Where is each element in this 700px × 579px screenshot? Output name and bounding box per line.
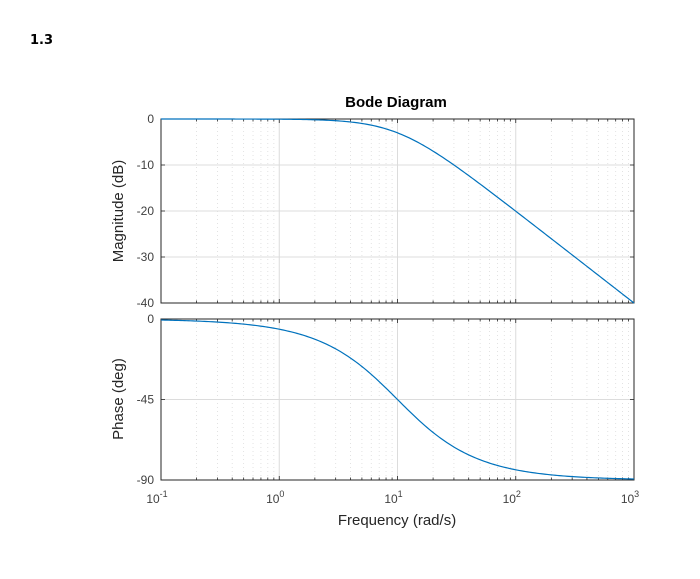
frequency-tick-label: 102	[503, 489, 521, 506]
magnitude-y-tick-label: -30	[137, 250, 155, 264]
frequency-tick-label: 100	[266, 489, 284, 506]
tick-base: 10	[266, 492, 280, 506]
frequency-tick-label: 101	[384, 489, 402, 506]
magnitude-axis-label: Magnitude (dB)	[110, 160, 127, 263]
phase-y-tick-label: 0	[147, 312, 154, 326]
phase-curve	[160, 319, 635, 480]
phase-y-tick-label: -90	[137, 473, 155, 487]
magnitude-y-tick-label: -40	[137, 296, 155, 310]
tick-exponent: 2	[516, 489, 521, 499]
frequency-tick-label: 10-1	[146, 489, 167, 506]
chart-title: Bode Diagram	[345, 94, 447, 111]
tick-base: 10	[384, 492, 398, 506]
phase-grid	[161, 319, 634, 480]
frequency-tick-label: 103	[621, 489, 639, 506]
magnitude-y-tick-label: -10	[137, 158, 155, 172]
phase-y-tick-label: -45	[137, 393, 155, 407]
magnitude-panel: 0 -10 -20 -30 -40 Magnitude (dB)	[110, 112, 635, 310]
phase-y-ticks: 0 -45 -90	[137, 312, 634, 487]
magnitude-y-tick-label: 0	[147, 112, 154, 126]
tick-exponent: 0	[279, 489, 284, 499]
tick-base: 10	[503, 492, 517, 506]
tick-exponent: -1	[160, 489, 168, 499]
tick-base: 10	[146, 492, 160, 506]
tick-exponent: 3	[634, 489, 639, 499]
tick-exponent: 1	[398, 489, 403, 499]
phase-axis-label: Phase (deg)	[110, 358, 127, 440]
tick-base: 10	[621, 492, 635, 506]
frequency-tick-labels: 10-1 100 101 102 103	[146, 489, 639, 506]
magnitude-curve	[161, 118, 635, 304]
phase-panel: 0 -45 -90 Phase (deg)	[110, 312, 635, 487]
magnitude-y-tick-label: -20	[137, 204, 155, 218]
section-number: 1.3	[30, 33, 54, 48]
magnitude-grid	[161, 119, 634, 303]
frequency-axis-label: Frequency (rad/s)	[338, 512, 456, 529]
